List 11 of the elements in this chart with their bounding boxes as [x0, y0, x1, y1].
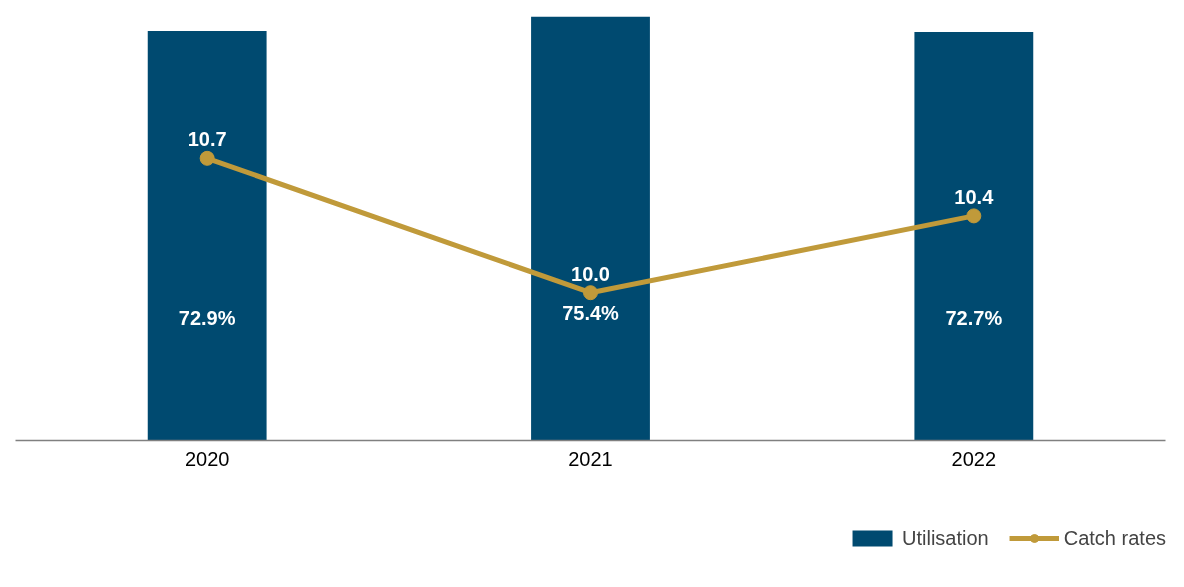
x-tick-label: 2022: [951, 447, 997, 470]
data-label: 10.4: [954, 185, 995, 208]
data-label: 10.7: [187, 128, 227, 151]
data-label: 10.0: [571, 262, 610, 285]
data-label: 72.7%: [945, 306, 1003, 329]
data-label: 72.9%: [178, 306, 236, 329]
data-label: 75.4%: [562, 302, 620, 325]
legend-label: Utilisation: [902, 526, 989, 550]
x-tick-label: 2021: [568, 447, 613, 470]
x-tick-label: 2020: [184, 447, 230, 470]
legend-label: Catch rates: [1063, 526, 1166, 550]
